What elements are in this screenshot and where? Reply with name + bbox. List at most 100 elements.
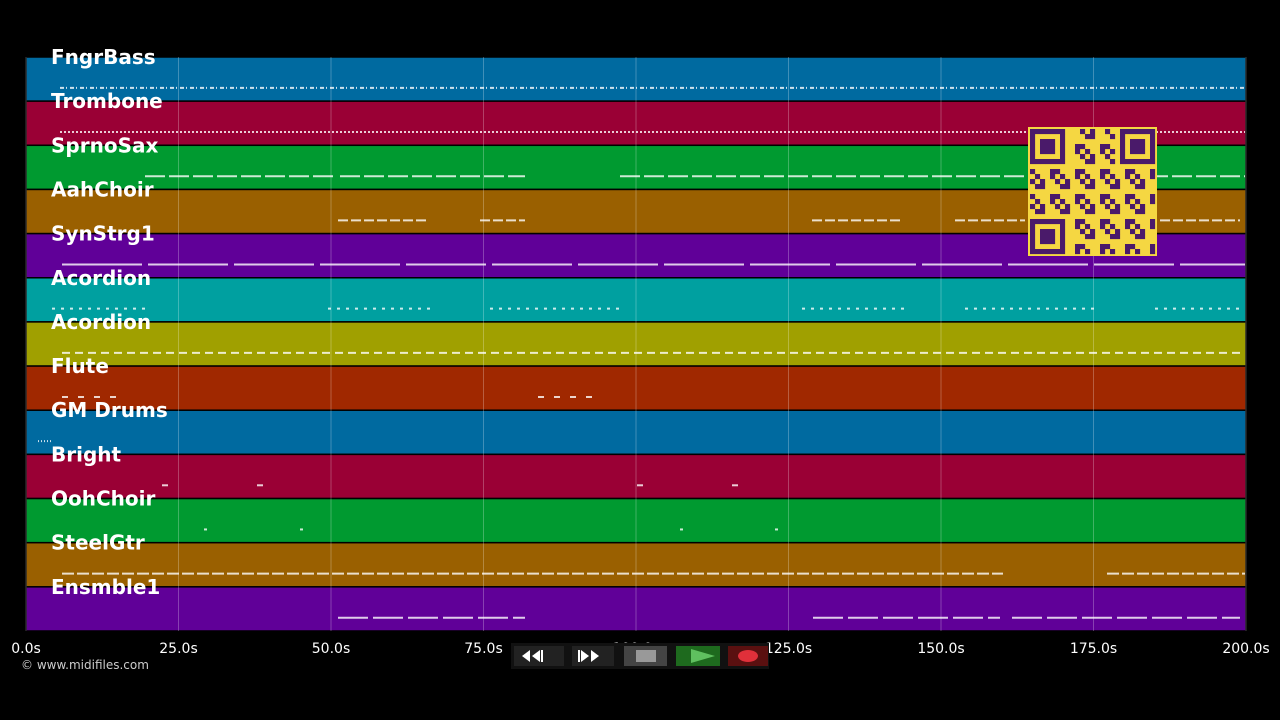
qr-module: [1075, 194, 1081, 200]
qr-module: [1030, 129, 1036, 135]
qr-module: [1150, 169, 1156, 175]
qr-module: [1035, 184, 1041, 190]
qr-module: [1045, 249, 1051, 255]
rewind-button[interactable]: [514, 646, 564, 666]
qr-module: [1050, 149, 1056, 155]
qr-module: [1150, 174, 1156, 180]
track-name: SynStrg1: [51, 222, 155, 246]
qr-module: [1030, 244, 1036, 250]
qr-module: [1100, 149, 1106, 155]
qr-module: [1080, 229, 1086, 235]
track-name: SprnoSax: [51, 133, 158, 157]
qr-module: [1140, 129, 1146, 135]
qr-module: [1035, 159, 1041, 165]
qr-module: [1050, 129, 1056, 135]
qr-module: [1055, 179, 1061, 185]
qr-module: [1150, 159, 1156, 165]
qr-module: [1135, 129, 1141, 135]
record-button[interactable]: [728, 646, 768, 666]
qr-module: [1030, 139, 1036, 145]
qr-module: [1110, 174, 1116, 180]
qr-module: [1145, 129, 1151, 135]
qr-module: [1060, 144, 1066, 150]
qr-module: [1130, 219, 1136, 225]
track-labels: FngrBass Trombone SprnoSax AahChoir SynStrg1…: [51, 45, 168, 599]
qr-module: [1040, 249, 1046, 255]
qr-module: [1130, 159, 1136, 165]
qr-module: [1075, 199, 1081, 205]
qr-module: [1105, 244, 1111, 250]
qr-module: [1105, 154, 1111, 160]
qr-module: [1150, 244, 1156, 250]
qr-module: [1150, 249, 1156, 255]
qr-module: [1035, 129, 1041, 135]
qr-module: [1145, 159, 1151, 165]
qr-module: [1050, 169, 1056, 175]
stop-button[interactable]: [624, 646, 667, 666]
track-name: Bright: [51, 442, 122, 466]
qr-module: [1115, 229, 1121, 235]
qr-module: [1135, 249, 1141, 255]
qr-module: [1140, 179, 1146, 185]
qr-module: [1110, 234, 1116, 240]
qr-module: [1105, 194, 1111, 200]
qr-module: [1045, 219, 1051, 225]
qr-module: [1100, 169, 1106, 175]
qr-module: [1130, 129, 1136, 135]
tick-label: 150.0s: [917, 641, 964, 657]
qr-module: [1110, 184, 1116, 190]
qr-module: [1120, 159, 1126, 165]
qr-module: [1105, 144, 1111, 150]
qr-module: [1060, 149, 1066, 155]
qr-module: [1040, 239, 1046, 245]
qr-module: [1135, 144, 1141, 150]
qr-module: [1055, 204, 1061, 210]
notes: [38, 86, 1245, 619]
qr-module: [1045, 239, 1051, 245]
qr-module: [1030, 234, 1036, 240]
fast-forward-button[interactable]: [572, 646, 614, 666]
qr-module: [1050, 199, 1056, 205]
track-lane: [25, 586, 1247, 632]
qr-module: [1040, 209, 1046, 215]
qr-module: [1045, 149, 1051, 155]
qr-module: [1125, 244, 1131, 250]
qr-module: [1035, 199, 1041, 205]
qr-module: [1060, 209, 1066, 215]
qr-module: [1110, 134, 1116, 140]
qr-module: [1045, 144, 1051, 150]
qr-module: [1100, 144, 1106, 150]
play-button[interactable]: [676, 646, 720, 666]
qr-module: [1140, 139, 1146, 145]
qr-module: [1090, 179, 1096, 185]
track-lane: [25, 453, 1247, 500]
qr-module: [1110, 249, 1116, 255]
qr-module: [1040, 204, 1046, 210]
qr-module: [1100, 244, 1106, 250]
qr-module: [1080, 129, 1086, 135]
qr-module: [1080, 144, 1086, 150]
track-lane: [25, 497, 1247, 544]
qr-module: [1050, 249, 1056, 255]
track-name: Acordion: [51, 310, 151, 334]
qr-module: [1055, 219, 1061, 225]
qr-module: [1080, 179, 1086, 185]
qr-module: [1140, 209, 1146, 215]
qr-module: [1065, 204, 1071, 210]
qr-module: [1050, 229, 1056, 235]
qr-module: [1115, 209, 1121, 215]
qr-module: [1055, 159, 1061, 165]
qr-module: [1125, 129, 1131, 135]
qr-module: [1085, 234, 1091, 240]
qr-module: [1150, 134, 1156, 140]
qr-module: [1135, 139, 1141, 145]
qr-module: [1085, 159, 1091, 165]
qr-module: [1030, 194, 1036, 200]
qr-module: [1055, 249, 1061, 255]
qr-module: [1150, 129, 1156, 135]
qr-module: [1150, 154, 1156, 160]
qr-module: [1090, 134, 1096, 140]
qr-module: [1135, 149, 1141, 155]
qr-module: [1045, 139, 1051, 145]
track-name: Trombone: [51, 89, 163, 113]
